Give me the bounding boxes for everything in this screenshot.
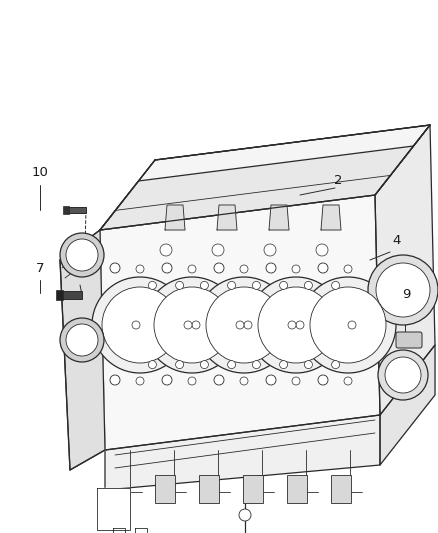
Ellipse shape xyxy=(136,265,144,273)
Ellipse shape xyxy=(201,361,208,369)
Polygon shape xyxy=(380,345,435,465)
Ellipse shape xyxy=(176,361,184,369)
Polygon shape xyxy=(100,195,380,450)
Ellipse shape xyxy=(154,287,230,363)
Ellipse shape xyxy=(228,281,236,289)
Ellipse shape xyxy=(258,287,334,363)
Ellipse shape xyxy=(344,265,352,273)
Ellipse shape xyxy=(212,244,224,256)
Ellipse shape xyxy=(385,357,421,393)
Ellipse shape xyxy=(304,281,312,289)
Polygon shape xyxy=(375,125,435,415)
Polygon shape xyxy=(97,488,130,530)
Ellipse shape xyxy=(196,277,292,373)
Ellipse shape xyxy=(188,377,196,385)
Ellipse shape xyxy=(148,281,156,289)
Bar xyxy=(68,207,86,213)
Bar xyxy=(199,475,219,503)
FancyBboxPatch shape xyxy=(396,332,422,348)
Ellipse shape xyxy=(248,277,344,373)
Bar xyxy=(63,206,69,214)
Polygon shape xyxy=(321,205,341,230)
Ellipse shape xyxy=(66,239,98,271)
Ellipse shape xyxy=(348,321,356,329)
Ellipse shape xyxy=(316,244,328,256)
Ellipse shape xyxy=(300,277,396,373)
Polygon shape xyxy=(100,146,413,230)
Bar xyxy=(331,475,351,503)
Ellipse shape xyxy=(148,361,156,369)
Polygon shape xyxy=(105,415,380,490)
Polygon shape xyxy=(135,528,147,533)
Ellipse shape xyxy=(240,265,248,273)
Ellipse shape xyxy=(252,281,261,289)
Ellipse shape xyxy=(239,509,251,521)
Ellipse shape xyxy=(344,377,352,385)
Polygon shape xyxy=(113,528,125,533)
Ellipse shape xyxy=(292,265,300,273)
Ellipse shape xyxy=(176,281,184,289)
Ellipse shape xyxy=(332,281,339,289)
Ellipse shape xyxy=(310,287,386,363)
Ellipse shape xyxy=(236,321,244,329)
Text: 7: 7 xyxy=(36,262,44,274)
Ellipse shape xyxy=(244,321,252,329)
Ellipse shape xyxy=(318,375,328,385)
Ellipse shape xyxy=(252,361,261,369)
Ellipse shape xyxy=(162,263,172,273)
Ellipse shape xyxy=(188,265,196,273)
Ellipse shape xyxy=(304,361,312,369)
Ellipse shape xyxy=(296,321,304,329)
Ellipse shape xyxy=(264,244,276,256)
Ellipse shape xyxy=(378,350,428,400)
Ellipse shape xyxy=(214,375,224,385)
Bar xyxy=(287,475,307,503)
Text: 9: 9 xyxy=(402,288,410,302)
Ellipse shape xyxy=(184,321,192,329)
Ellipse shape xyxy=(160,244,172,256)
Ellipse shape xyxy=(132,321,140,329)
Ellipse shape xyxy=(102,287,178,363)
Ellipse shape xyxy=(206,287,282,363)
Ellipse shape xyxy=(214,263,224,273)
Ellipse shape xyxy=(288,321,296,329)
Bar xyxy=(155,475,175,503)
Polygon shape xyxy=(217,205,237,230)
Ellipse shape xyxy=(110,263,120,273)
Ellipse shape xyxy=(192,321,200,329)
Ellipse shape xyxy=(60,318,104,362)
Ellipse shape xyxy=(228,361,236,369)
Ellipse shape xyxy=(162,375,172,385)
Ellipse shape xyxy=(110,375,120,385)
Text: 2: 2 xyxy=(334,174,342,187)
Ellipse shape xyxy=(292,377,300,385)
Bar xyxy=(62,291,82,299)
Ellipse shape xyxy=(240,377,248,385)
Ellipse shape xyxy=(144,277,240,373)
Ellipse shape xyxy=(201,281,208,289)
Polygon shape xyxy=(100,125,430,230)
Ellipse shape xyxy=(266,263,276,273)
Ellipse shape xyxy=(318,263,328,273)
Polygon shape xyxy=(269,205,289,230)
Ellipse shape xyxy=(136,377,144,385)
Bar xyxy=(243,475,263,503)
Ellipse shape xyxy=(266,375,276,385)
Bar xyxy=(56,290,63,300)
Ellipse shape xyxy=(66,324,98,356)
Ellipse shape xyxy=(279,361,288,369)
Ellipse shape xyxy=(279,281,288,289)
Ellipse shape xyxy=(368,255,438,325)
Ellipse shape xyxy=(376,263,430,317)
Ellipse shape xyxy=(92,277,188,373)
Ellipse shape xyxy=(60,233,104,277)
Text: 4: 4 xyxy=(393,233,401,246)
Ellipse shape xyxy=(332,361,339,369)
Polygon shape xyxy=(165,205,185,230)
Polygon shape xyxy=(60,230,105,470)
Text: 10: 10 xyxy=(32,166,49,180)
